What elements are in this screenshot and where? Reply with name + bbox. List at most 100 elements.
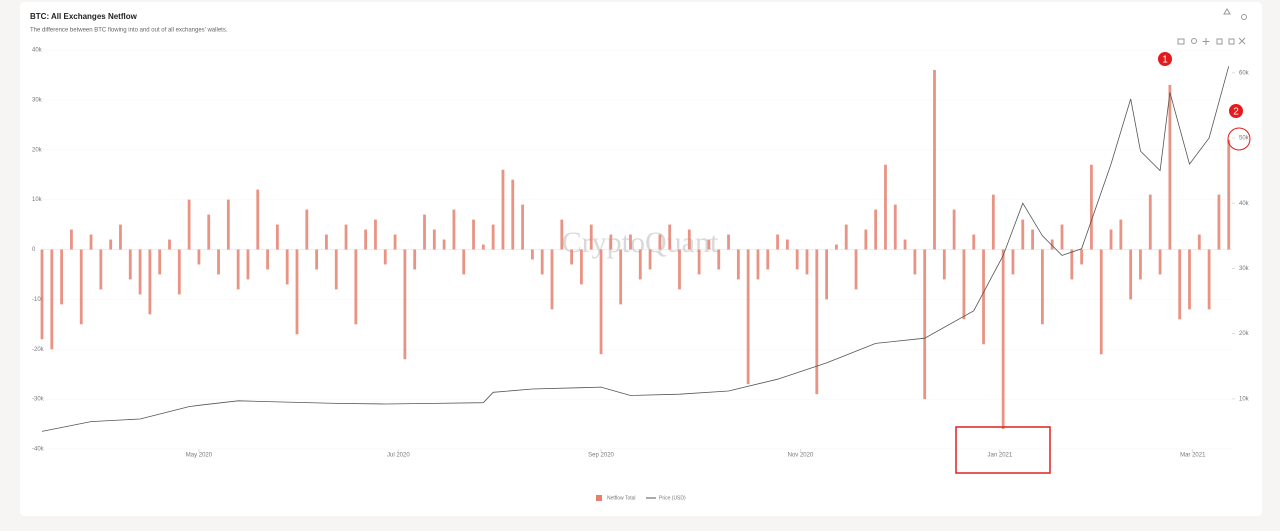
bar xyxy=(217,249,220,275)
bar xyxy=(972,234,976,250)
bar xyxy=(982,249,985,345)
bar xyxy=(560,219,564,250)
bar xyxy=(119,224,122,250)
zoom-in-icon[interactable] xyxy=(1216,38,1223,45)
bar xyxy=(501,169,505,250)
zoom-out-icon[interactable] xyxy=(1228,38,1235,45)
bar xyxy=(913,249,917,275)
x-tick-label: Jan 2021 xyxy=(988,453,1013,459)
bar xyxy=(570,249,574,265)
x-tick-label: Nov 2020 xyxy=(788,453,814,459)
bell-icon[interactable] xyxy=(1241,14,1247,20)
bar xyxy=(128,249,132,280)
bar xyxy=(452,209,456,250)
bar xyxy=(226,199,230,250)
bar xyxy=(795,249,799,270)
bar xyxy=(1070,249,1074,280)
bar xyxy=(668,224,672,250)
bar xyxy=(678,249,681,290)
bar xyxy=(1158,249,1162,275)
bar xyxy=(207,214,211,250)
bar xyxy=(1139,249,1142,280)
bar xyxy=(707,239,711,250)
bar xyxy=(1040,249,1044,325)
bar xyxy=(687,229,691,250)
highlight-circle xyxy=(1227,127,1251,151)
bar xyxy=(1197,234,1201,250)
legend-label[interactable]: Netflow Total xyxy=(607,495,636,501)
bar xyxy=(1227,139,1231,250)
bar xyxy=(825,249,829,300)
bar xyxy=(874,209,878,250)
bar xyxy=(1080,249,1084,265)
bar xyxy=(246,249,250,280)
legend-label[interactable]: Price (USD) xyxy=(659,495,686,501)
annotation-label: 1 xyxy=(1162,55,1168,66)
bar xyxy=(305,209,309,250)
y-tick-label: -30k xyxy=(32,397,45,403)
bar xyxy=(60,249,64,305)
bar xyxy=(462,249,466,275)
bar xyxy=(805,249,809,275)
bar xyxy=(99,249,103,290)
bar xyxy=(344,224,348,250)
bar xyxy=(717,249,721,270)
bar xyxy=(648,249,652,270)
bar xyxy=(1168,84,1172,250)
bar xyxy=(148,249,152,315)
x-tick-label: Sep 2020 xyxy=(588,453,614,459)
bar xyxy=(580,249,583,285)
bar xyxy=(619,249,623,305)
bar xyxy=(815,249,819,395)
camera-icon[interactable] xyxy=(1177,38,1185,45)
bar xyxy=(1188,249,1191,310)
bar xyxy=(1148,194,1152,250)
bar xyxy=(423,214,426,250)
bar xyxy=(864,229,868,250)
bar xyxy=(197,249,201,265)
bar xyxy=(275,224,279,250)
bar xyxy=(785,239,789,250)
bar xyxy=(697,249,701,275)
bar xyxy=(383,249,387,265)
bar xyxy=(1001,249,1005,430)
bar xyxy=(727,234,730,250)
bar xyxy=(609,234,613,250)
bar xyxy=(70,229,73,250)
bar xyxy=(1090,164,1093,250)
y-tick-label: 30k xyxy=(32,97,43,103)
zoom-icon[interactable] xyxy=(1191,38,1197,44)
bar xyxy=(413,249,417,270)
bar xyxy=(40,249,44,340)
bar xyxy=(893,204,897,250)
y-tick-label: 0 xyxy=(32,247,36,253)
toolbar[interactable] xyxy=(1177,8,1247,45)
bar xyxy=(403,249,407,360)
bar xyxy=(315,249,319,270)
bar xyxy=(766,249,770,270)
bar xyxy=(1207,249,1211,310)
bar xyxy=(481,244,485,250)
pan-icon[interactable] xyxy=(1202,38,1210,45)
bar xyxy=(658,234,662,250)
y2-tick-label: 40k xyxy=(1239,201,1250,207)
bar xyxy=(442,239,446,250)
bar xyxy=(736,249,740,280)
bar xyxy=(295,249,299,335)
bar xyxy=(89,234,93,250)
star-icon[interactable] xyxy=(1223,8,1231,15)
bar xyxy=(746,249,750,385)
bar xyxy=(835,244,838,250)
y2-tick-label: 50k xyxy=(1239,136,1250,142)
reset-icon[interactable] xyxy=(1238,37,1246,45)
bar xyxy=(1031,229,1034,250)
bar xyxy=(266,249,269,270)
bar xyxy=(952,209,956,250)
bar xyxy=(933,69,936,250)
bar xyxy=(109,239,113,250)
bar xyxy=(923,249,927,400)
bar xyxy=(844,224,848,250)
bar xyxy=(550,249,554,310)
